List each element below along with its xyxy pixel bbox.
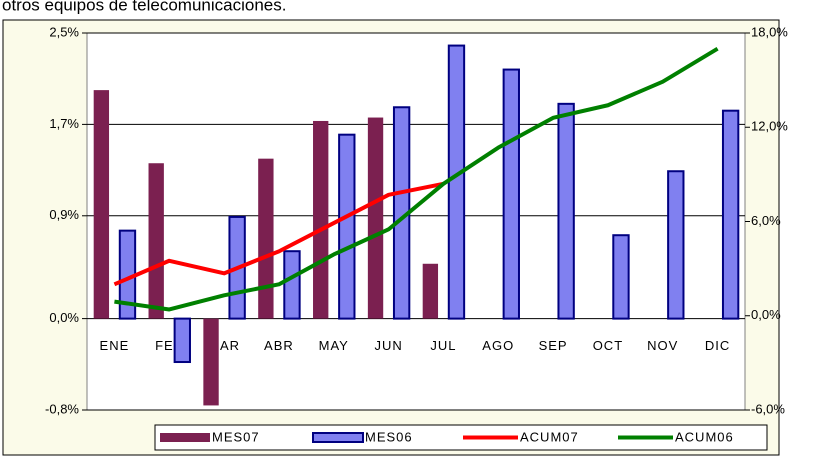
bar (173, 317, 191, 364)
x-tick-label: DIC (705, 338, 730, 353)
caption: otros equipos de telecomunicaciones. (2, 0, 286, 14)
y2-tick-label: 6,0% (751, 213, 781, 228)
legend-label: MES06 (365, 429, 413, 444)
legend-label: ACUM06 (675, 429, 734, 444)
bar (367, 117, 384, 319)
line (114, 46, 719, 312)
y2-tick-label: 18,0% (751, 24, 788, 39)
bar (203, 318, 219, 406)
y-tick-label: 0,9% (49, 207, 79, 222)
bar (721, 109, 740, 320)
x-tick-label: NOV (647, 338, 678, 353)
bar (338, 133, 356, 320)
bar (148, 163, 164, 319)
x-tick-label: OCT (593, 338, 623, 353)
legend-label: ACUM07 (520, 429, 579, 444)
x-tick-label: MAY (319, 338, 349, 353)
bar (258, 158, 274, 319)
line (113, 181, 444, 287)
bar (612, 234, 630, 320)
x-tick-label: JUL (430, 338, 456, 353)
x-tick-label: AGO (482, 338, 514, 353)
y2-tick-label: 0,0% (751, 307, 781, 322)
bar (93, 90, 110, 319)
y2-tick-label: 12,0% (751, 119, 788, 134)
y2-tick-label: -6,0% (751, 401, 785, 416)
y-tick-label: 0,0% (49, 310, 79, 325)
x-tick-label: ABR (264, 338, 294, 353)
x-tick-label: JUN (374, 338, 402, 353)
bar (447, 44, 466, 320)
bar (313, 120, 329, 319)
legend-label: MES07 (212, 429, 260, 444)
x-tick-label: ENE (100, 338, 130, 353)
bar (502, 68, 520, 320)
legend-swatch (160, 433, 210, 442)
y-tick-label: -0,8% (45, 401, 79, 416)
x-tick-label: SEP (539, 338, 568, 353)
bar (283, 250, 301, 320)
y-tick-label: 1,7% (49, 116, 79, 131)
bar (667, 170, 685, 320)
bar (557, 102, 575, 320)
y-tick-label: 2,5% (49, 24, 79, 39)
legend-swatch (312, 432, 364, 443)
plot-area (86, 32, 746, 411)
bar (422, 263, 439, 319)
